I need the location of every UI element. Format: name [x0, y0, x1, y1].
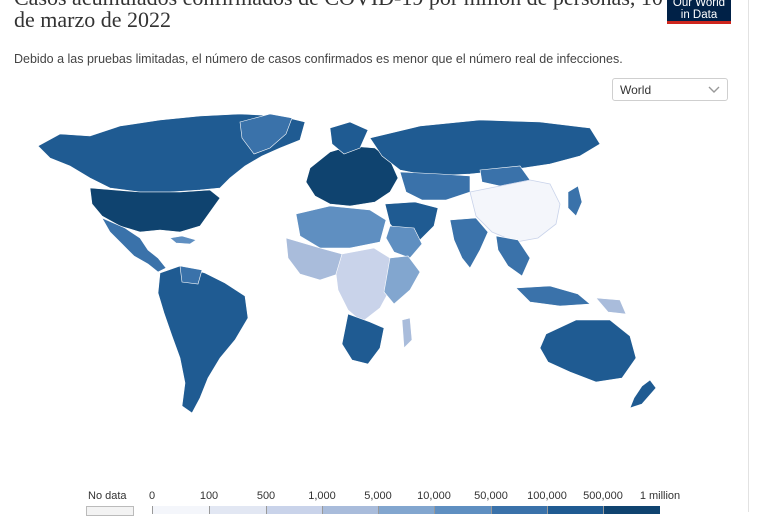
map-region-arabia[interactable] [385, 225, 423, 259]
legend-bin-swatch[interactable] [491, 506, 548, 514]
region-select-value: World [620, 83, 652, 97]
map-region-kazakhstan-central-asia[interactable] [399, 171, 471, 201]
region-select[interactable]: World [612, 78, 728, 101]
legend-no-data-swatch[interactable] [86, 506, 134, 516]
legend-no-data-label: No data [88, 490, 127, 502]
legend-bin-swatch[interactable] [378, 506, 435, 514]
legend-bin-swatch[interactable] [434, 506, 491, 514]
map-region-scandinavia[interactable] [329, 121, 369, 155]
map-region-venezuela[interactable] [179, 265, 203, 285]
map-region-east-africa[interactable] [383, 255, 421, 305]
map-region-south-america[interactable] [157, 265, 249, 414]
logo-text-line2: in Data [680, 9, 718, 21]
legend-bin-label: 0 [148, 490, 156, 502]
panel-divider [748, 0, 749, 512]
owid-logo[interactable]: Our World in Data [667, 0, 731, 24]
map-region-indonesia[interactable] [515, 285, 591, 307]
legend-bin-label: 100 [199, 490, 219, 502]
chevron-down-icon [708, 86, 720, 93]
map-region-japan-korea[interactable] [567, 185, 583, 217]
map-region-southeast-asia[interactable] [495, 235, 531, 277]
chart-title: Casos acumulados confirmados de COVID-19… [14, 0, 663, 32]
legend-bin-swatch[interactable] [266, 506, 323, 514]
map-region-india[interactable] [449, 217, 489, 269]
map-region-china[interactable] [469, 179, 561, 243]
legend-bin-label: 1 million [639, 490, 681, 502]
legend-bin-label: 5,000 [364, 490, 392, 502]
logo-text-line1: Our World [672, 0, 726, 9]
map-region-caribbean[interactable] [169, 235, 197, 245]
legend-bin-swatch[interactable] [603, 506, 660, 514]
map-region-greenland[interactable] [239, 113, 293, 155]
chart-subtitle: Debido a las pruebas limitadas, el númer… [14, 52, 623, 66]
legend-bin-label: 10,000 [417, 490, 451, 502]
map-region-mexico-central-america[interactable] [101, 217, 167, 273]
legend-bin-swatch[interactable] [547, 506, 604, 514]
map-region-canada-alaska[interactable] [37, 113, 306, 193]
legend-bin-swatch[interactable] [322, 506, 379, 514]
legend-bin-swatch[interactable] [152, 506, 209, 514]
map-region-southern-africa[interactable] [341, 313, 385, 365]
color-legend: No data 0 100 500 1,000 5,000 10,000 50,… [84, 490, 704, 516]
world-map[interactable] [30, 108, 710, 438]
legend-bin-label: 500 [256, 490, 276, 502]
legend-bin-label: 100,000 [527, 490, 567, 502]
legend-bin-label: 500,000 [583, 490, 623, 502]
map-region-west-africa[interactable] [285, 237, 343, 281]
legend-bin-label: 1,000 [308, 490, 336, 502]
map-region-north-africa[interactable] [295, 205, 387, 249]
map-region-central-africa[interactable] [335, 247, 393, 323]
legend-bin-label: 50,000 [474, 490, 508, 502]
map-region-russia[interactable] [369, 119, 601, 177]
map-region-papua[interactable] [595, 297, 627, 315]
map-region-usa[interactable] [89, 187, 221, 233]
legend-bin-swatch[interactable] [209, 506, 266, 514]
map-region-new-zealand[interactable] [629, 379, 657, 409]
map-region-madagascar[interactable] [401, 317, 413, 349]
map-region-australia[interactable] [539, 319, 637, 383]
